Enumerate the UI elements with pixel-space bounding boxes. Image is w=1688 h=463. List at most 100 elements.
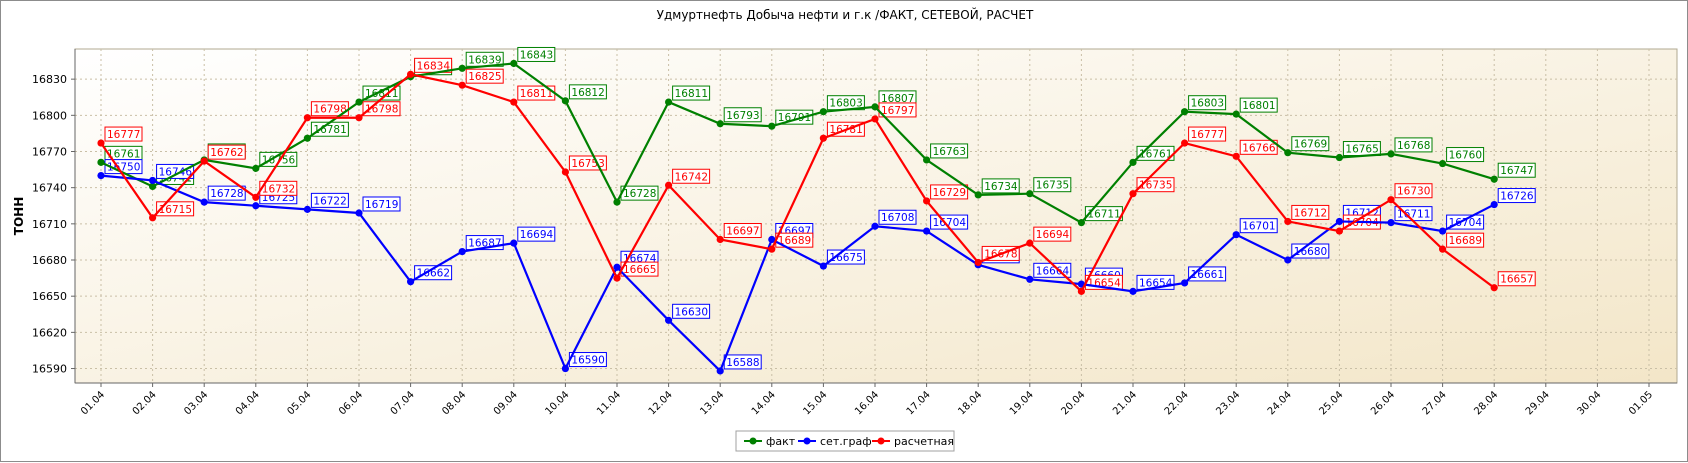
x-tick-label: 12.04: [647, 389, 675, 417]
data-label: 16680: [1291, 243, 1330, 259]
x-tick-label: 10.04: [543, 389, 571, 417]
chart-title: Удмуртнефть Добыча нефти и г.к /ФАКТ, СЕ…: [657, 7, 1034, 22]
data-label-text: 16793: [726, 110, 759, 122]
series-line-3: [100, 73, 1495, 294]
data-point: [200, 157, 208, 165]
data-label-box: [878, 209, 917, 225]
data-point: [561, 364, 570, 373]
series-line-1: [100, 62, 1495, 225]
data-label: 16675: [826, 249, 865, 265]
x-tick-label: 28.04: [1472, 389, 1500, 417]
x-tick-label: 29.04: [1524, 389, 1552, 417]
data-point: [149, 182, 157, 191]
data-label-box: [930, 184, 969, 200]
data-label-box: [1446, 232, 1485, 248]
data-point: [1181, 108, 1189, 116]
data-point: [923, 197, 931, 205]
x-tick-label: 15.04: [801, 389, 829, 417]
data-label-text: 16694: [520, 229, 554, 241]
data-point: [613, 198, 621, 206]
data-point: [303, 134, 311, 142]
data-label: 16834: [414, 57, 453, 73]
data-point: [1439, 227, 1447, 235]
data-label: 16701: [1239, 218, 1278, 234]
data-label-text: 16797: [881, 105, 914, 117]
data-label: 16777: [104, 126, 143, 142]
data-label: 16768: [1394, 137, 1433, 153]
data-point: [1181, 139, 1189, 147]
data-label-text: 16825: [468, 71, 501, 83]
y-tick-label: 16830: [32, 73, 67, 86]
data-label: 16825: [465, 68, 504, 84]
x-tick-label: 08.04: [440, 389, 468, 417]
data-label: 16719: [362, 196, 401, 212]
legend-swatch-marker: [749, 437, 757, 445]
data-point: [1026, 275, 1034, 283]
data-label: 16839: [465, 51, 504, 67]
x-tick-label: 30.04: [1575, 389, 1603, 417]
data-point: [716, 367, 724, 375]
data-point: [1026, 190, 1034, 198]
data-point: [510, 59, 518, 68]
data-label: 16662: [414, 265, 453, 281]
data-point: [923, 156, 931, 164]
y-axis-label: ТОНН: [12, 197, 26, 235]
data-label-text: 16665: [623, 264, 656, 276]
data-label-text: 16798: [313, 104, 346, 116]
data-point: [458, 247, 466, 256]
y-tick-label: 16710: [32, 218, 67, 231]
data-label: 16689: [775, 232, 814, 248]
data-point: [149, 176, 157, 185]
data-point: [1335, 217, 1343, 226]
data-label: 16715: [156, 201, 195, 217]
data-label: 16732: [259, 180, 298, 196]
data-point: [1335, 227, 1343, 235]
x-tick-label: 06.04: [337, 389, 365, 417]
x-tick-label: 24.04: [1266, 389, 1294, 417]
data-label-box: [207, 185, 246, 201]
data-label-box: [930, 143, 969, 159]
x-tick-label: 25.04: [1317, 389, 1345, 417]
data-point: [1490, 284, 1498, 292]
data-point: [768, 235, 776, 244]
data-label: 16694: [1033, 226, 1072, 242]
data-label-text: 16730: [1397, 186, 1430, 198]
series-line-2: [100, 174, 1495, 373]
data-label: 16728: [620, 185, 659, 201]
data-point: [1284, 149, 1292, 157]
data-point: [1232, 110, 1240, 118]
data-label-box: [1291, 136, 1330, 152]
data-label-text: 16765: [1345, 144, 1378, 156]
y-tick-label: 16770: [32, 145, 67, 158]
data-label-text: 16812: [571, 87, 604, 99]
data-label-box: [104, 126, 143, 142]
data-label: 16730: [1394, 183, 1433, 199]
legend-entry-2: сет.граф: [820, 435, 872, 448]
data-point: [613, 263, 621, 271]
data-label-text: 16761: [1139, 148, 1172, 160]
data-label: 16781: [310, 121, 349, 137]
data-label: 16801: [1239, 97, 1278, 113]
data-label: 16630: [672, 303, 711, 319]
data-point: [1129, 158, 1137, 166]
legend-swatch-marker: [877, 437, 885, 445]
data-label: 16728: [207, 185, 246, 201]
data-label-box: [1497, 162, 1536, 178]
data-point: [458, 81, 466, 89]
data-point: [97, 172, 105, 180]
data-label-box: [1497, 271, 1536, 287]
data-point: [716, 120, 724, 128]
data-point: [252, 193, 260, 201]
data-point: [1284, 256, 1292, 264]
data-label-text: 16762: [210, 147, 243, 159]
x-tick-label: 01.05: [1627, 389, 1655, 417]
data-point: [149, 214, 157, 222]
data-point: [1439, 245, 1447, 253]
data-label: 16694: [517, 226, 556, 242]
data-label: 16657: [1497, 271, 1536, 287]
data-point: [355, 98, 363, 106]
data-point: [1232, 152, 1240, 160]
data-label-text: 16704: [933, 217, 967, 229]
data-label-box: [1239, 139, 1278, 155]
data-label-box: [259, 151, 298, 167]
